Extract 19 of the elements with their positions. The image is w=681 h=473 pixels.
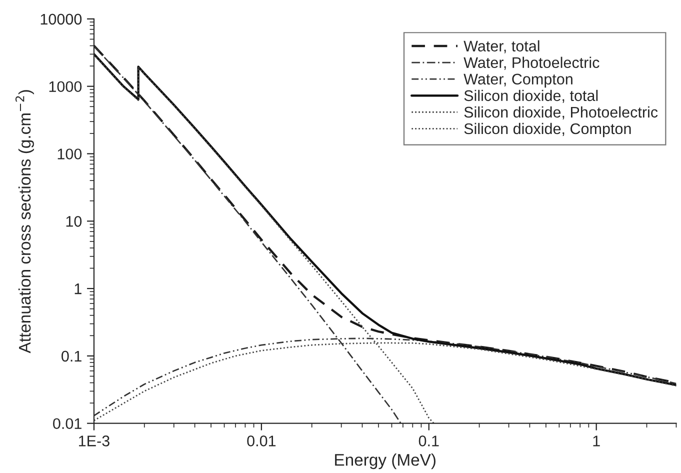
legend-label: Water, Compton <box>464 74 572 88</box>
y-axis-title: Attenuation cross sections (g.cm$^{−2}$) <box>15 90 34 354</box>
y-tick-label: 10000 <box>40 14 82 25</box>
legend-label: Water, total <box>464 40 540 54</box>
legend-label: Silicon dioxide, total <box>464 90 598 103</box>
legend-label: Silicon dioxide, Compton <box>464 122 631 138</box>
legend-label: Water, Photoelectric <box>464 56 600 70</box>
x-tick-label: 1 <box>593 436 600 446</box>
y-tick-label: 1 <box>74 284 82 294</box>
x-tick-label: 1E-3 <box>79 436 110 446</box>
y-tick-label: 1000 <box>49 81 82 92</box>
legend-label: Silicon dioxide, Photoelectric <box>464 106 658 120</box>
y-tick-label: 10 <box>66 216 82 227</box>
x-axis-title: Energy (MeV) <box>335 454 436 470</box>
x-tick-label: 0.01 <box>247 436 276 446</box>
y-tick-label: 100 <box>58 148 82 160</box>
x-tick-label: 0.1 <box>418 436 439 446</box>
y-tick-label: 0.01 <box>53 418 82 430</box>
y-tick-label: 0.1 <box>62 350 82 362</box>
